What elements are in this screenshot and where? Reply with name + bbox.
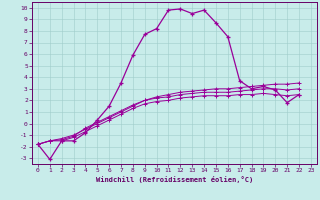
X-axis label: Windchill (Refroidissement éolien,°C): Windchill (Refroidissement éolien,°C) xyxy=(96,176,253,183)
